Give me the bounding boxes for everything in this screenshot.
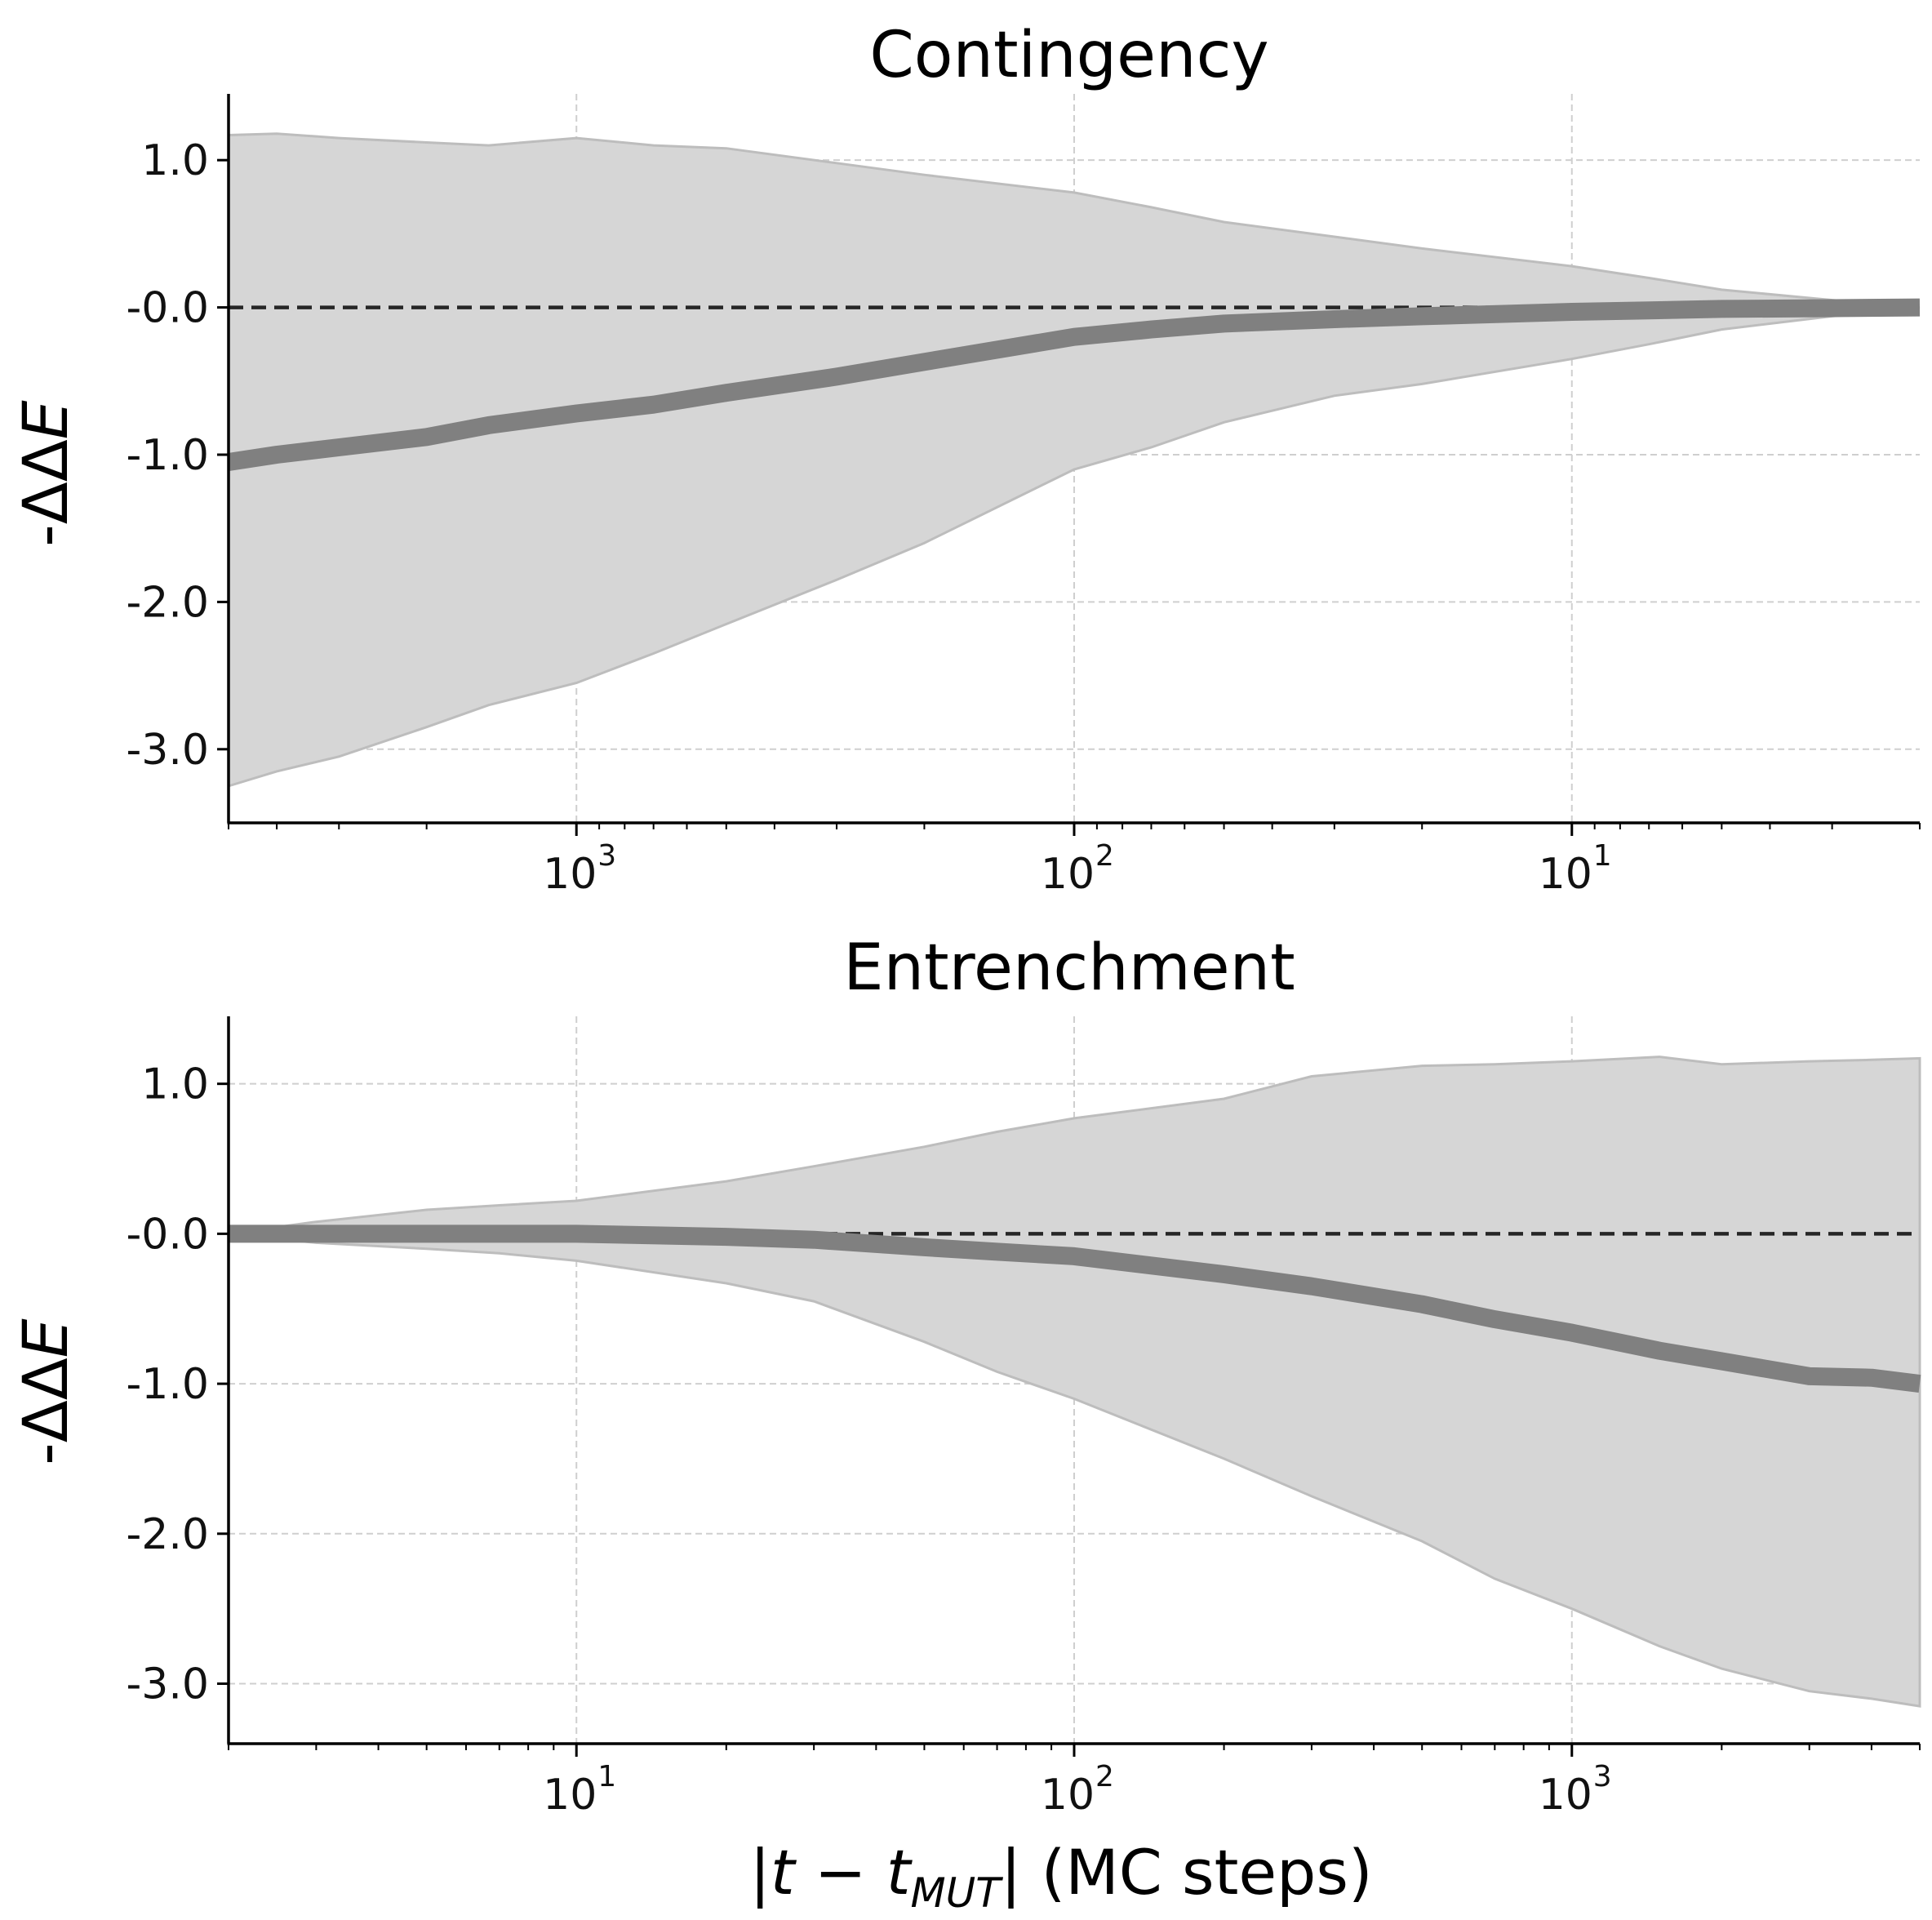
chart-contingency: Contingency 1.0-0.0-1.0-2.0-3.0 10 3 10 2 10… xyxy=(9,19,1921,899)
y-tick-label: -3.0 xyxy=(127,1660,209,1709)
y-tick-label: -2.0 xyxy=(127,1510,209,1559)
y-tick-label: -3.0 xyxy=(127,726,209,775)
x-tick-label: 10 xyxy=(543,1771,597,1820)
x-tick-label: 10 xyxy=(1539,1771,1592,1820)
y-tick-label: -0.0 xyxy=(127,1210,209,1259)
x-tick-exponent: 2 xyxy=(1095,1760,1114,1793)
y-axis-label: -ΔΔE xyxy=(9,400,82,546)
y-tick-label: 1.0 xyxy=(141,136,209,185)
x-tick-label: 10 xyxy=(1539,850,1592,899)
x-tick-label: 10 xyxy=(1041,850,1095,899)
y-tick-label: -2.0 xyxy=(127,578,209,627)
mean-series xyxy=(227,298,1921,471)
mean-line xyxy=(227,298,1921,471)
confidence-band xyxy=(228,1056,1921,1708)
mean-line xyxy=(229,1224,1921,1393)
chart-title: Entrenchment xyxy=(843,931,1295,1005)
y-tick-label: -0.0 xyxy=(127,284,209,333)
x-ticks: 10 3 10 2 10 1 xyxy=(228,823,1921,899)
x-tick-exponent: 3 xyxy=(597,839,616,873)
x-tick-label: 10 xyxy=(1041,1771,1095,1820)
mean-series xyxy=(229,1224,1921,1393)
x-ticks: 10 1 10 2 10 3 xyxy=(228,1744,1921,1820)
chart-title: Contingency xyxy=(869,19,1268,92)
x-tick-exponent: 3 xyxy=(1593,1760,1612,1793)
y-tick-label: -1.0 xyxy=(127,1360,209,1409)
x-tick-label: 10 xyxy=(543,850,597,899)
x-axis-label: |t − tMUT| (MC steps) xyxy=(749,1836,1372,1917)
y-axis-label: -ΔΔE xyxy=(9,1318,82,1464)
band-area xyxy=(228,1056,1921,1708)
x-tick-exponent: 1 xyxy=(1593,839,1612,873)
chart-entrenchment: Entrenchment 1.0-0.0-1.0-2.0-3.0 10 1 10 2 1… xyxy=(9,931,1921,1820)
y-ticks: 1.0 -0.0 -1.0 -2.0 -3.0 xyxy=(127,1060,229,1709)
y-tick-label: 1.0 xyxy=(141,1060,209,1109)
y-tick-label: -1.0 xyxy=(127,431,209,480)
x-tick-exponent: 2 xyxy=(1095,839,1114,873)
x-tick-exponent: 1 xyxy=(597,1760,616,1793)
y-ticks: 1.0 -0.0 -1.0 -2.0 -3.0 xyxy=(127,136,229,775)
